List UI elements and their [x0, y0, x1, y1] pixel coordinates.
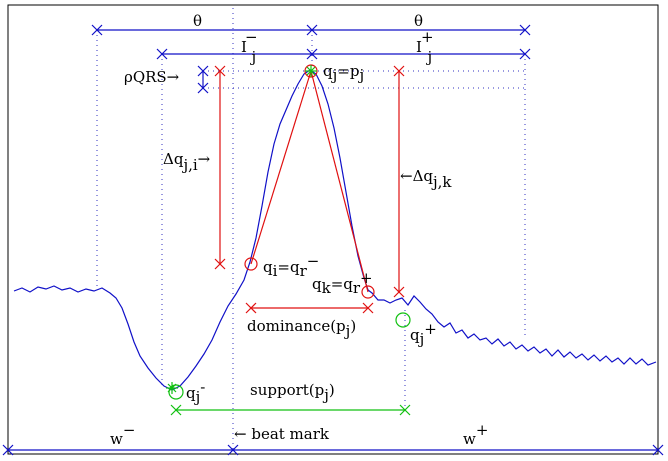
rho-qrs-bottom-cross-marker — [197, 82, 209, 94]
support-label: support(pj) — [250, 381, 335, 404]
range-lines — [8, 29, 658, 451]
cross-markers — [2, 24, 664, 456]
rho-qrs-label: ρQRS→ — [124, 68, 180, 86]
w-plus-label: w+ — [463, 421, 488, 448]
dominance-right-cross-marker — [362, 302, 374, 314]
dominance-geometry — [219, 70, 400, 309]
dominance-label: dominance(pj) — [247, 317, 356, 340]
dotted-guides — [96, 8, 526, 450]
delta-q-ji-bottom-cross-marker — [214, 258, 226, 270]
red-triangle-right-edge — [310, 70, 369, 293]
star-markers — [166, 65, 317, 394]
delta-q-jk-top-cross-marker — [393, 65, 405, 77]
peak-star-marker — [305, 65, 317, 77]
i-plus-label: I+ j — [416, 28, 434, 66]
beat-mark-cross-marker — [227, 444, 239, 456]
qj-plus-label: qj+ — [410, 320, 437, 348]
window-right-cross-marker — [652, 444, 664, 456]
delta-q-ji-top-cross-marker — [214, 65, 226, 77]
dominance-left-cross-marker — [245, 302, 257, 314]
qj-equals-pj-label: qj=pj — [323, 62, 364, 84]
qj-plus-circle-marker — [395, 312, 411, 328]
i-minus-cross-marker — [156, 48, 168, 60]
beat-mark-label: ← beat mark — [234, 425, 330, 443]
delta-q-ji-label: Δqj,i→ — [163, 150, 211, 174]
w-minus-label: w− — [110, 421, 135, 448]
delta-q-jk-label: ←Δqj,k — [400, 167, 452, 191]
delta-q-jk-bottom-cross-marker — [393, 286, 405, 298]
qk-circle-marker — [361, 285, 375, 299]
theta-right-cross-marker — [519, 24, 531, 36]
window-left-cross-marker — [2, 444, 14, 456]
i-minus-label: I− j — [241, 28, 258, 66]
i-plus-cross-marker — [519, 48, 531, 60]
theta-center-cross-marker — [306, 24, 318, 36]
qj-minus-label: qj- — [186, 378, 205, 406]
qk-equals-qr-plus-label: qk=qr+ — [312, 269, 373, 297]
ecg-signal-curve — [13, 69, 657, 391]
qj-minus-star-marker — [166, 382, 178, 394]
theta-right-label: θ — [414, 12, 423, 30]
qi-equals-qr-minus-label: qi=qr− — [263, 252, 319, 280]
rho-qrs-top-cross-marker — [197, 65, 209, 77]
red-triangle-left-edge — [250, 70, 312, 265]
qj-minus-circle-marker — [168, 384, 184, 400]
theta-left-label: θ — [193, 12, 202, 30]
qi-circle-marker — [244, 257, 258, 271]
theta-left-cross-marker — [91, 24, 103, 36]
support-left-cross-marker — [170, 404, 182, 416]
circle-markers — [168, 64, 411, 400]
support-right-cross-marker — [399, 404, 411, 416]
plot-frame — [7, 4, 659, 455]
i-center-cross-marker — [306, 48, 318, 60]
